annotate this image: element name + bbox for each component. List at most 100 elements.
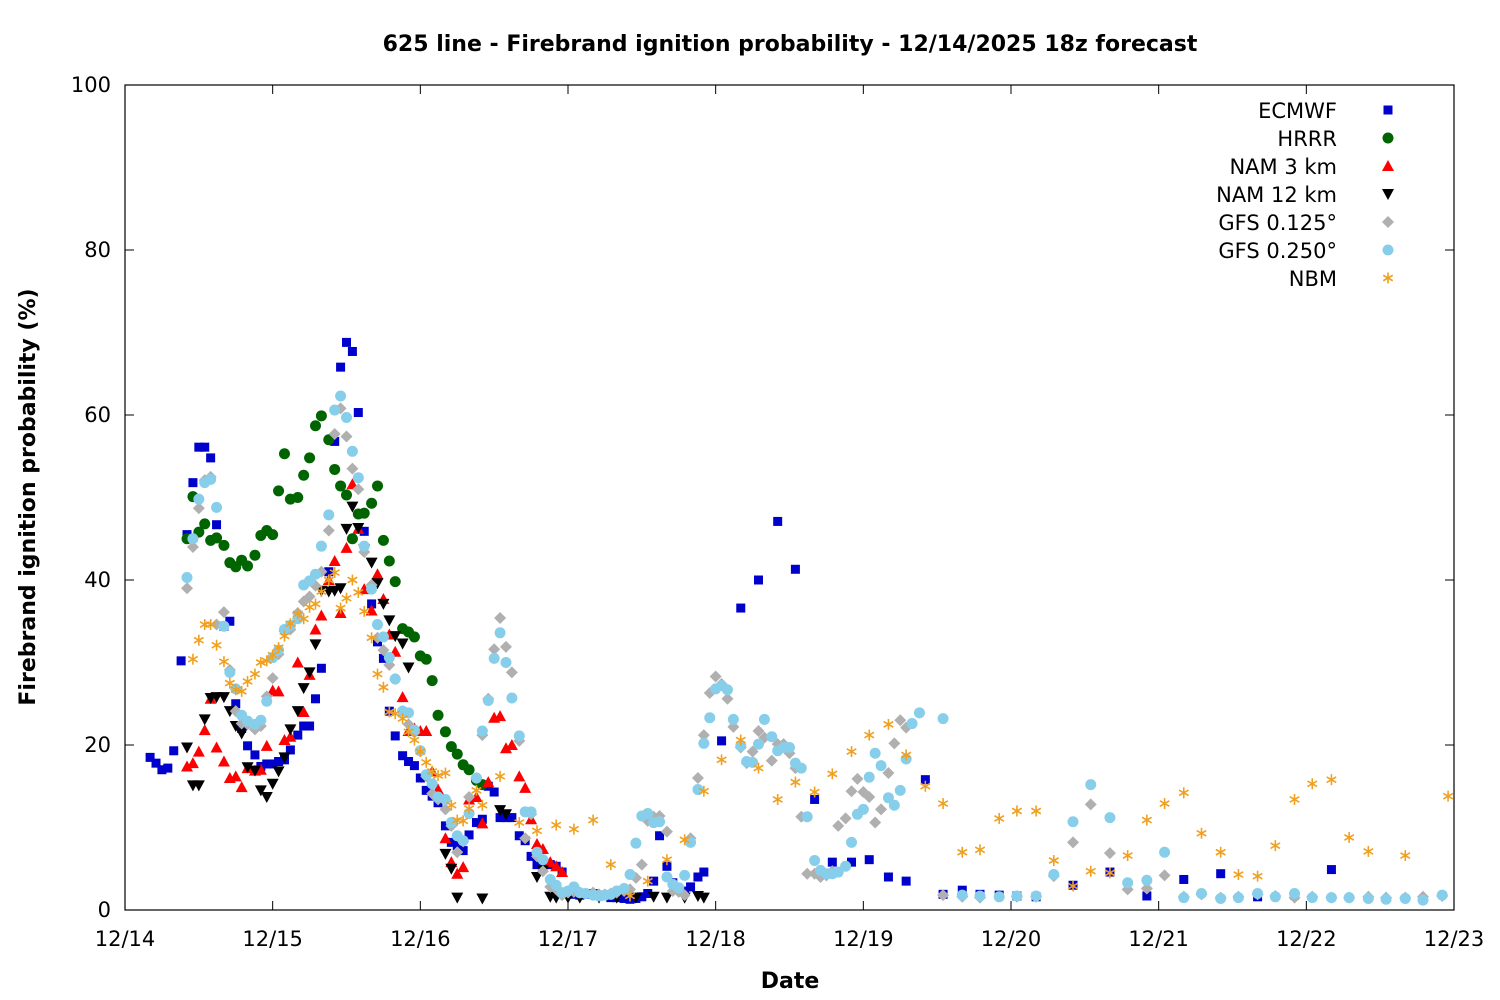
- legend-marker: [1382, 189, 1394, 200]
- data-point: [956, 889, 968, 901]
- y-tick-label: 0: [98, 898, 111, 922]
- data-point: [342, 337, 351, 347]
- data-point: [284, 724, 297, 736]
- data-point: [199, 619, 210, 631]
- data-point: [494, 710, 507, 722]
- data-point: [1269, 891, 1281, 903]
- x-tick-label: 12/19: [833, 927, 894, 951]
- data-point: [568, 823, 580, 835]
- data-point: [550, 860, 563, 872]
- data-point: [556, 866, 569, 878]
- data-point: [1306, 892, 1318, 904]
- data-point: [389, 576, 401, 588]
- data-point: [1067, 816, 1079, 828]
- data-point: [747, 756, 759, 768]
- data-point: [292, 608, 303, 620]
- data-point: [660, 892, 673, 904]
- x-tick-label: 12/23: [1424, 927, 1485, 951]
- data-point: [194, 442, 204, 452]
- data-point: [198, 724, 211, 736]
- data-point: [937, 713, 949, 725]
- series-nbm: [187, 567, 1454, 902]
- data-point: [371, 578, 384, 590]
- data-point: [340, 430, 353, 443]
- data-point: [193, 634, 204, 646]
- data-point: [340, 523, 353, 535]
- data-point: [169, 746, 179, 756]
- data-point: [365, 604, 378, 616]
- data-point: [937, 798, 949, 810]
- data-point: [647, 891, 660, 903]
- data-point: [463, 803, 475, 815]
- data-point: [499, 742, 512, 754]
- data-point: [254, 785, 267, 797]
- data-point: [869, 816, 882, 829]
- data-point: [305, 721, 315, 731]
- data-point: [1362, 892, 1374, 904]
- data-point: [303, 667, 316, 679]
- data-point: [544, 856, 557, 868]
- data-point: [1380, 893, 1392, 905]
- data-point: [482, 776, 495, 788]
- data-point: [409, 761, 419, 771]
- data-point: [1195, 888, 1207, 899]
- data-point: [882, 792, 894, 804]
- data-point: [1289, 888, 1301, 899]
- data-point: [801, 867, 814, 880]
- data-point: [846, 836, 858, 848]
- data-point: [649, 876, 659, 886]
- data-point: [217, 606, 230, 619]
- data-point: [727, 713, 739, 725]
- data-point: [432, 770, 444, 782]
- data-point: [224, 677, 236, 689]
- data-point: [846, 746, 857, 758]
- data-point: [693, 872, 703, 882]
- data-point: [284, 730, 297, 742]
- data-point: [323, 509, 335, 521]
- x-tick-label: 12/15: [242, 927, 303, 951]
- data-point: [396, 638, 409, 650]
- data-point: [188, 478, 198, 488]
- data-point: [372, 668, 383, 680]
- x-tick-label: 12/22: [1276, 927, 1337, 951]
- data-point: [1270, 840, 1281, 852]
- data-point: [285, 745, 295, 755]
- data-point: [1307, 778, 1318, 790]
- data-point: [630, 837, 642, 849]
- data-point: [766, 731, 778, 743]
- data-point: [378, 681, 389, 693]
- plot-area: [124, 84, 1455, 911]
- data-point: [709, 670, 722, 683]
- data-point: [660, 825, 673, 838]
- data-point: [218, 656, 230, 668]
- data-point: [832, 866, 844, 878]
- data-point: [605, 859, 616, 871]
- data-point: [1325, 892, 1337, 904]
- data-point: [551, 819, 562, 831]
- data-point: [163, 763, 173, 773]
- data-point: [500, 657, 512, 668]
- data-point: [809, 855, 821, 866]
- legend-label: ECMWF: [1258, 99, 1337, 123]
- data-point: [489, 787, 499, 797]
- data-point: [845, 785, 858, 798]
- data-point: [176, 656, 186, 666]
- data-point: [358, 507, 370, 519]
- data-point: [735, 740, 747, 752]
- data-point: [790, 564, 800, 574]
- data-point: [1085, 779, 1097, 791]
- data-point: [1122, 877, 1134, 889]
- data-point: [236, 685, 247, 697]
- data-point: [241, 762, 254, 774]
- data-point: [235, 781, 248, 793]
- data-point: [409, 734, 420, 746]
- data-point: [426, 778, 438, 790]
- data-point: [974, 890, 986, 902]
- data-point: [1030, 890, 1042, 902]
- data-point: [181, 582, 194, 595]
- data-point: [624, 890, 636, 902]
- x-axis-title: Date: [761, 969, 820, 994]
- data-point: [1215, 892, 1227, 904]
- data-point: [298, 613, 309, 625]
- data-point: [285, 618, 296, 630]
